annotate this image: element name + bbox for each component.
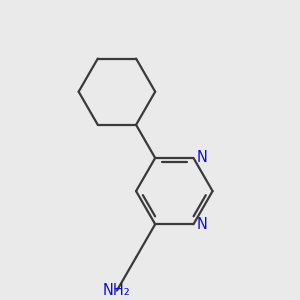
Text: N: N — [197, 217, 208, 232]
Text: N: N — [197, 151, 208, 166]
Text: NH₂: NH₂ — [103, 283, 131, 298]
